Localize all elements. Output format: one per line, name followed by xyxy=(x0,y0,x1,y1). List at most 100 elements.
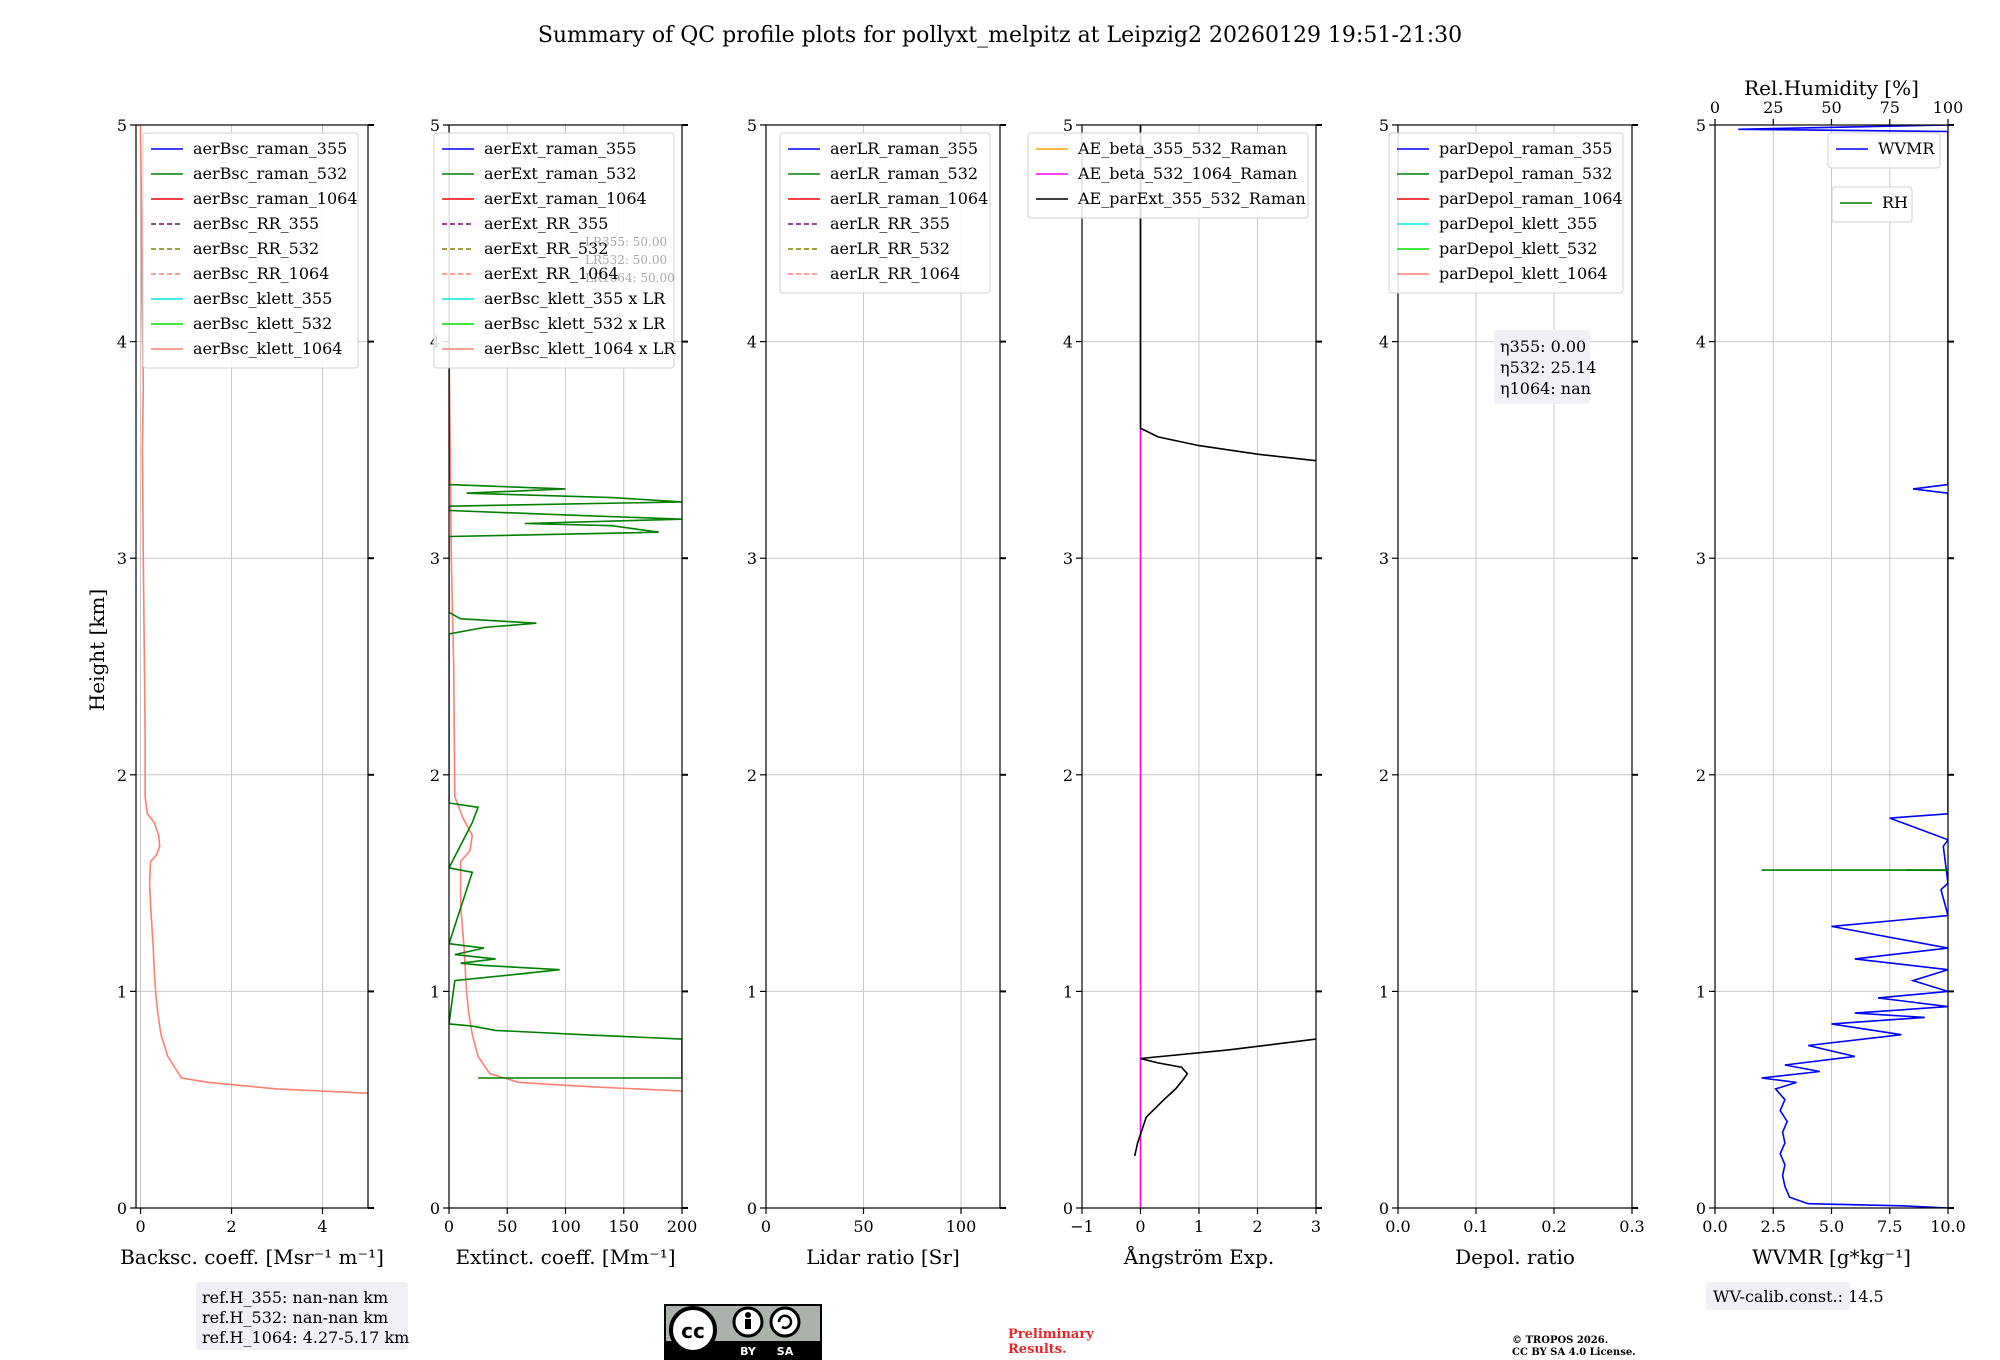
wv-legend-rh: RH xyxy=(1831,186,1913,223)
depol-legend: parDepol_raman_355 parDepol_raman_532 parD… xyxy=(1388,132,1624,294)
ae-series-AE_parExt_355_532_Raman xyxy=(1133,1038,1316,1157)
depol-xtick-label: 0.0 xyxy=(1385,1217,1410,1236)
lr-xlabel: Lidar ratio [Sr] xyxy=(806,1245,960,1269)
wv-legend-rh-frame xyxy=(1831,186,1913,223)
wv-ytick-label: 0 xyxy=(1696,1199,1706,1218)
lr-legend-label: aerLR_RR_532 xyxy=(830,239,950,258)
ae-legend-label: AE_beta_355_532_Raman xyxy=(1077,139,1287,158)
ae-legend-label: AE_beta_532_1064_Raman xyxy=(1077,164,1297,183)
ext-xtick-label: 150 xyxy=(608,1217,639,1236)
lr-ytick-label: 2 xyxy=(747,766,757,785)
ext-legend-label: aerExt_raman_532 xyxy=(484,164,637,183)
bsc-legend-label: aerBsc_raman_532 xyxy=(193,164,347,183)
lr-ytick-label: 4 xyxy=(747,333,757,352)
ae-xtick-label: 3 xyxy=(1311,1217,1321,1236)
preliminary-line-2: Results. xyxy=(1008,1342,1067,1357)
depol-legend-label: parDepol_klett_355 xyxy=(1439,214,1597,233)
lr-legend-frame xyxy=(779,132,991,294)
cc-logo-icon xyxy=(669,1306,717,1354)
ae-legend-frame xyxy=(1027,132,1309,219)
ext-xtick-label: 50 xyxy=(497,1217,517,1236)
ref-height-box-bg xyxy=(196,1282,408,1350)
ae-xtick-label: 1 xyxy=(1194,1217,1204,1236)
ae-ytick-label: 5 xyxy=(1063,116,1073,135)
depol-ytick-label: 2 xyxy=(1379,766,1389,785)
bsc-ytick-label: 0 xyxy=(117,1199,127,1218)
lr-legend-label: aerLR_raman_1064 xyxy=(830,189,988,208)
wv-series-WVMR xyxy=(1738,125,1948,1208)
y-axis-label-group: Height [km] xyxy=(85,589,109,711)
wv-xtick-label: 10.0 xyxy=(1930,1217,1966,1236)
ext-ytick-label: 5 xyxy=(430,116,440,135)
lr-legend-label: aerLR_raman_355 xyxy=(830,139,978,158)
depol-legend-label: parDepol_klett_1064 xyxy=(1439,264,1608,283)
wv-series-RH xyxy=(1761,869,1948,872)
ext-ytick-label: 2 xyxy=(430,766,440,785)
wv-calib-text: WV-calib.const.: 14.5 xyxy=(1713,1287,1884,1306)
ae-series-AE_parExt_355_532_Raman-upper xyxy=(1139,125,1316,462)
ext-lr-annotation: LR1064: 50.00 xyxy=(585,271,675,285)
depol-ytick-label: 1 xyxy=(1379,982,1389,1001)
lr-xtick-label: 50 xyxy=(853,1217,873,1236)
wv-top-xtick-label: 75 xyxy=(1880,98,1900,117)
wv-xtick-label: 7.5 xyxy=(1877,1217,1902,1236)
by-person-body xyxy=(745,1319,751,1329)
ext-legend-frame xyxy=(433,132,675,369)
ext-ytick-label: 1 xyxy=(430,982,440,1001)
ref-height-355: ref.H_355: nan-nan km xyxy=(202,1288,388,1307)
bsc-ytick-label: 2 xyxy=(117,766,127,785)
ext-legend-label: aerExt_raman_355 xyxy=(484,139,637,158)
wv-top-xtick-label: 25 xyxy=(1763,98,1783,117)
panel-backscatter: 0 1 2 3 4 5 0 2 4 Backsc. coeff. [Msr⁻¹ m⁻¹] aerBs… xyxy=(117,116,384,1269)
depol-legend-label: parDepol_raman_355 xyxy=(1439,139,1612,158)
depol-eta-value: η1064: nan xyxy=(1500,379,1591,398)
figure-title: Summary of QC profile plots for pollyxt_… xyxy=(538,23,1462,48)
ext-legend-label: aerExt_RR_355 xyxy=(484,214,608,233)
wv-legend-label: WVMR xyxy=(1878,139,1935,158)
ext-legend-label: aerBsc_klett_355 x LR xyxy=(484,289,666,308)
wv-ytick-label: 1 xyxy=(1696,982,1706,1001)
ae-ytick-label: 3 xyxy=(1063,549,1073,568)
by-person-head xyxy=(745,1312,751,1318)
panel-extinction: 012345050100150200Extinct. coeff. [Mm⁻¹]… xyxy=(430,116,697,1269)
lr-ytick-label: 5 xyxy=(747,116,757,135)
panel-depol-ratio: 0 1 2 3 4 5 0.0 0.1 0.2 0.3 Depol. ratio parDepol_r… xyxy=(1379,116,1645,1269)
ext-xtick-label: 0 xyxy=(444,1217,454,1236)
bsc-legend-label: aerBsc_klett_355 xyxy=(193,289,332,308)
ref-height-box: ref.H_355: nan-nan km ref.H_532: nan-nan… xyxy=(196,1282,409,1350)
depol-legend-label: parDepol_raman_1064 xyxy=(1439,189,1623,208)
cc-sa-label: SA xyxy=(777,1345,794,1358)
ext-xtick-label: 100 xyxy=(550,1217,581,1236)
lr-ytick-label: 0 xyxy=(747,1199,757,1218)
ae-ytick-label: 1 xyxy=(1063,982,1073,1001)
depol-legend-label: parDepol_klett_532 xyxy=(1439,239,1597,258)
wv-ytick-label: 3 xyxy=(1696,549,1706,568)
depol-xtick-label: 0.3 xyxy=(1619,1217,1644,1236)
lr-legend: aerLR_raman_355 aerLR_raman_532 aerLR_rama… xyxy=(779,132,991,294)
lr-xtick-label: 0 xyxy=(761,1217,771,1236)
ext-xlabel: Extinct. coeff. [Mm⁻¹] xyxy=(455,1245,675,1269)
ae-ytick-label: 2 xyxy=(1063,766,1073,785)
bsc-ytick-label: 4 xyxy=(117,333,127,352)
ext-legend-label: aerBsc_klett_532 x LR xyxy=(484,314,666,333)
copyright-line-1: © TROPOS 2026. xyxy=(1512,1335,1608,1346)
wv-ytick-label: 4 xyxy=(1696,333,1706,352)
ext-legend-label: aerExt_RR_1064 xyxy=(484,264,619,283)
lr-ytick-label: 3 xyxy=(747,549,757,568)
bsc-axes-frame xyxy=(135,124,369,1209)
depol-xtick-label: 0.2 xyxy=(1541,1217,1566,1236)
bsc-legend-label: aerBsc_RR_1064 xyxy=(193,264,329,283)
depol-eta-value: η355: 0.00 xyxy=(1500,337,1586,356)
depol-legend-label: parDepol_raman_532 xyxy=(1439,164,1612,183)
bsc-legend-label: aerBsc_raman_355 xyxy=(193,139,347,158)
sa-share-arrow xyxy=(777,1314,793,1329)
cc-by-label: BY xyxy=(740,1345,757,1358)
ext-legend-label: aerExt_raman_1064 xyxy=(484,189,647,208)
ae-xtick-label: 0 xyxy=(1135,1217,1145,1236)
ext-xtick-label: 200 xyxy=(667,1217,698,1236)
depol-xtick-label: 0.1 xyxy=(1463,1217,1488,1236)
ext-lr-annotation: LR355: 50.00 xyxy=(585,235,667,249)
